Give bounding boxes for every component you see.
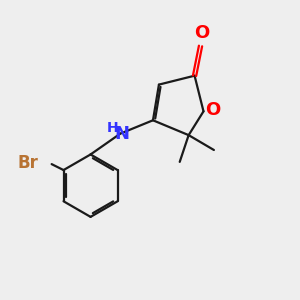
Text: O: O [206,101,220,119]
Text: O: O [194,24,210,42]
Text: N: N [114,125,129,143]
Text: Br: Br [17,154,38,172]
Text: H: H [107,121,119,135]
